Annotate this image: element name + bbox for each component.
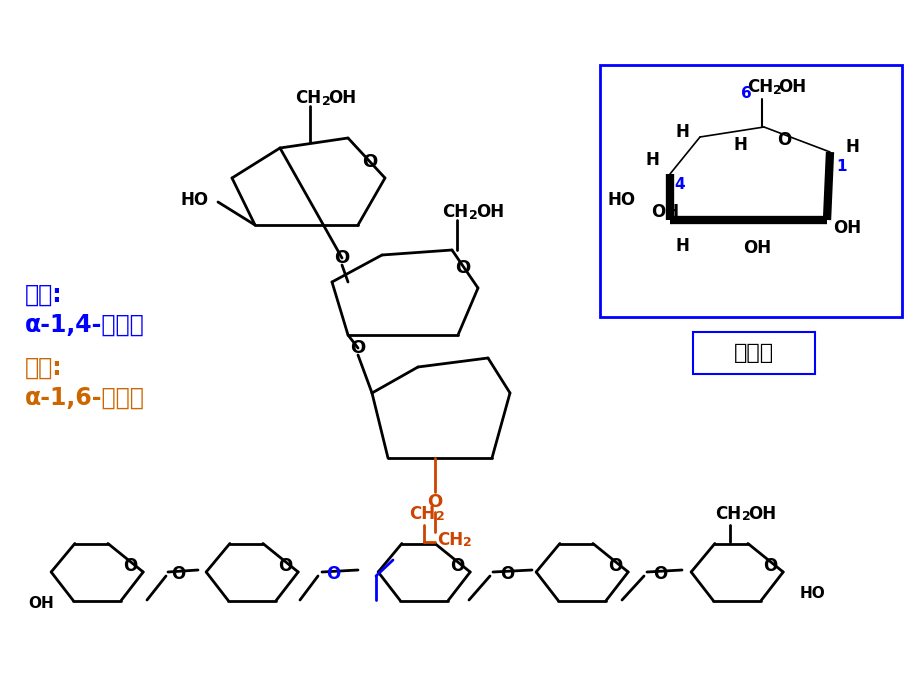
Text: OH: OH bbox=[743, 239, 770, 257]
Text: α-1,6-糖苷键: α-1,6-糖苷键 bbox=[25, 386, 144, 410]
Text: H: H bbox=[732, 136, 746, 154]
Text: O: O bbox=[652, 565, 666, 583]
Text: H: H bbox=[644, 151, 658, 169]
Text: CH: CH bbox=[408, 505, 435, 523]
Text: H: H bbox=[675, 237, 688, 255]
Text: 2: 2 bbox=[468, 208, 477, 221]
Text: CH: CH bbox=[714, 505, 741, 523]
Text: CH: CH bbox=[437, 531, 462, 549]
Text: 2: 2 bbox=[322, 95, 330, 108]
Text: 6: 6 bbox=[740, 86, 751, 101]
Text: O: O bbox=[171, 565, 185, 583]
Text: 2: 2 bbox=[436, 511, 444, 524]
FancyBboxPatch shape bbox=[692, 332, 814, 374]
Text: O: O bbox=[455, 259, 471, 277]
Text: H: H bbox=[845, 138, 858, 156]
Text: OH: OH bbox=[327, 89, 356, 107]
Text: 2: 2 bbox=[741, 511, 750, 524]
Text: O: O bbox=[449, 557, 463, 575]
Text: O: O bbox=[123, 557, 137, 575]
Text: H: H bbox=[675, 123, 688, 141]
Text: OH: OH bbox=[832, 219, 860, 237]
Text: CH: CH bbox=[441, 203, 468, 221]
Text: O: O bbox=[334, 249, 349, 267]
Text: HO: HO bbox=[181, 191, 209, 209]
Text: 2: 2 bbox=[772, 83, 780, 97]
Text: O: O bbox=[362, 153, 377, 171]
Text: OH: OH bbox=[651, 203, 678, 221]
Text: O: O bbox=[762, 557, 777, 575]
Text: O: O bbox=[607, 557, 621, 575]
Text: HO: HO bbox=[607, 191, 635, 209]
Text: α-1,4-糖苷键: α-1,4-糖苷键 bbox=[25, 313, 144, 337]
FancyBboxPatch shape bbox=[599, 65, 901, 317]
Text: O: O bbox=[499, 565, 514, 583]
Text: O: O bbox=[325, 565, 340, 583]
Text: 1: 1 bbox=[836, 159, 846, 173]
Text: HO: HO bbox=[800, 586, 825, 602]
Text: OH: OH bbox=[28, 596, 53, 611]
Text: 2: 2 bbox=[462, 537, 471, 549]
Text: O: O bbox=[776, 131, 790, 149]
Text: OH: OH bbox=[777, 78, 805, 96]
Text: O: O bbox=[278, 557, 292, 575]
Text: 葡萄糖: 葡萄糖 bbox=[733, 343, 773, 363]
Text: O: O bbox=[427, 493, 442, 511]
Text: CH: CH bbox=[295, 89, 321, 107]
Text: CH: CH bbox=[746, 78, 772, 96]
Text: OH: OH bbox=[475, 203, 504, 221]
Text: OH: OH bbox=[747, 505, 776, 523]
Text: O: O bbox=[350, 339, 365, 357]
Text: 蓝色:: 蓝色: bbox=[25, 283, 62, 307]
Text: 红色:: 红色: bbox=[25, 356, 62, 380]
Text: 4: 4 bbox=[674, 177, 685, 192]
